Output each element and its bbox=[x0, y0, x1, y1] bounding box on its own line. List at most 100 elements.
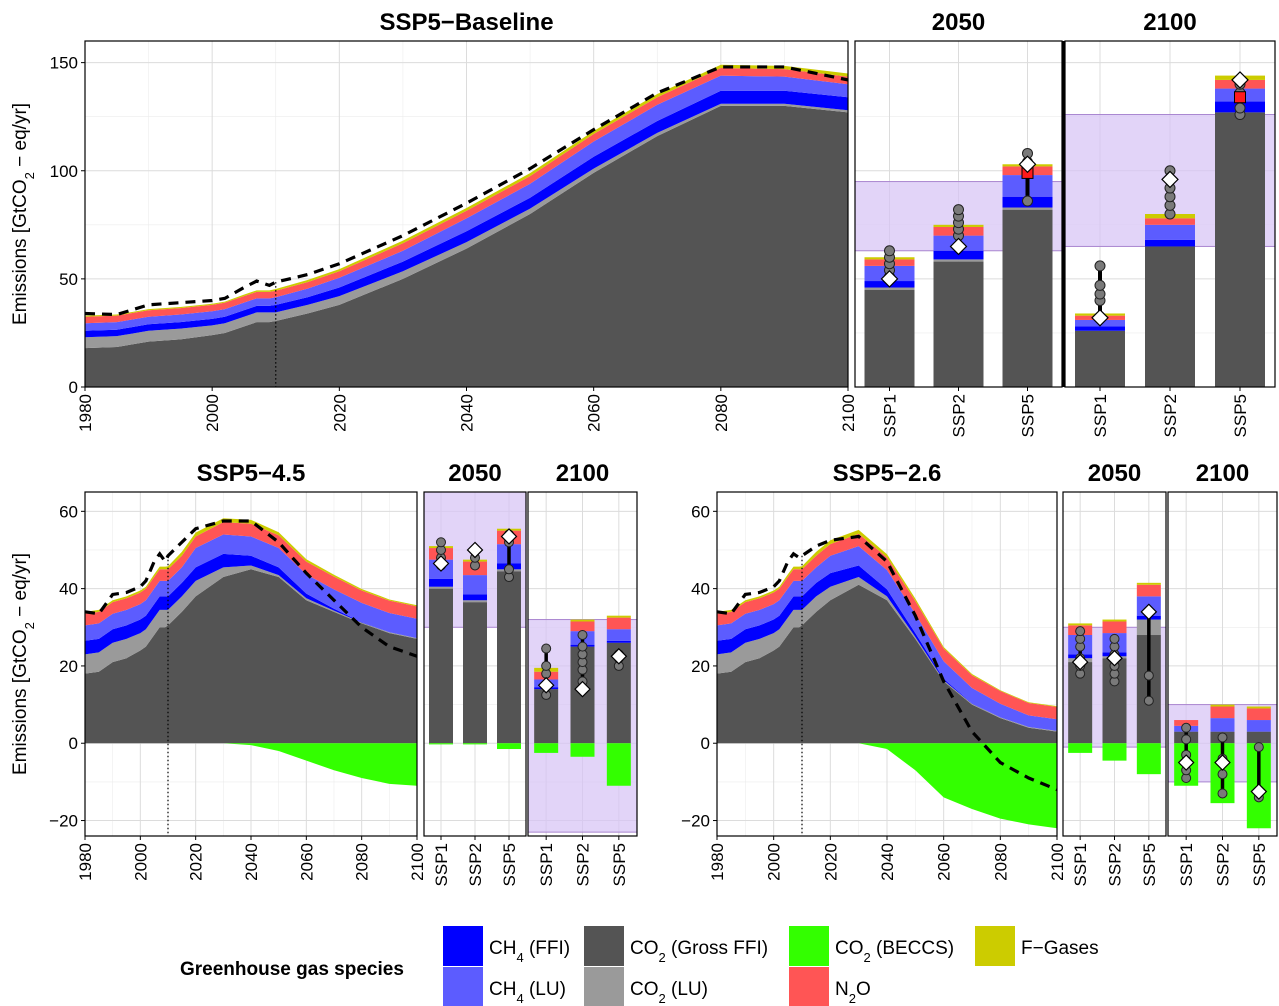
bar-segment-co2-gross bbox=[1002, 209, 1053, 387]
bar-segment-co2-beccs bbox=[570, 743, 595, 757]
bar-segment-co2-beccs bbox=[534, 743, 559, 753]
model-point bbox=[1234, 102, 1246, 114]
y-tick-label: 60 bbox=[691, 502, 710, 521]
x-tick-label: 2080 bbox=[353, 843, 372, 881]
y-axis-label-sub: 2 bbox=[22, 172, 37, 179]
bar-segment-co2-gross bbox=[497, 571, 521, 744]
bar-segment-ch4-ffi bbox=[1075, 326, 1125, 331]
bar-segment-n2o bbox=[1145, 218, 1195, 225]
bar-segment-fgas bbox=[1246, 706, 1271, 709]
bar-segment-fgas bbox=[1136, 582, 1161, 585]
y-tick-label: 60 bbox=[59, 502, 78, 521]
legend-label-end: O bbox=[856, 979, 871, 1000]
bar-segment-n2o bbox=[1102, 621, 1127, 634]
bar-segment-fgas bbox=[1068, 623, 1093, 626]
legend-label-end: (LU) bbox=[666, 979, 708, 1000]
bar-segment-co2-lu bbox=[429, 586, 453, 589]
bar-segment-fgas bbox=[1102, 619, 1127, 622]
legend-label-sub: 2 bbox=[849, 991, 856, 1006]
legend-swatch-fgas bbox=[975, 926, 1015, 966]
y-axis-label-end: − eq/yr] bbox=[10, 553, 31, 622]
legend-label: CO2 (Gross FFI) bbox=[630, 938, 768, 965]
model-point bbox=[1217, 788, 1228, 799]
marker-diamond bbox=[537, 676, 555, 694]
model-point bbox=[1094, 260, 1106, 272]
legend-label-main: CO bbox=[835, 938, 864, 959]
x-tick-label: SSP1 bbox=[881, 394, 900, 437]
legend-label: F−Gases bbox=[1021, 938, 1099, 959]
legend-swatch-co2-gross bbox=[584, 926, 624, 966]
x-tick-label: SSP5 bbox=[1019, 394, 1038, 437]
y-axis-label-sub: 2 bbox=[22, 622, 37, 629]
marker-diamond bbox=[1091, 308, 1109, 327]
legend-label-main: CO bbox=[630, 938, 659, 959]
x-tick-label: 1980 bbox=[708, 843, 727, 881]
facet-title: 2100 bbox=[556, 460, 609, 487]
total-emissions-line bbox=[84, 519, 418, 658]
bar-segment-co2-beccs bbox=[1102, 743, 1127, 761]
legend-label: CH4 (FFI) bbox=[489, 938, 570, 965]
facet-title: 2100 bbox=[1196, 460, 1249, 487]
x-tick-label: 2000 bbox=[765, 843, 784, 881]
marker-diamond bbox=[1140, 603, 1158, 621]
bar-segment-ch4-lu bbox=[1246, 720, 1271, 732]
legend-swatch-n2o bbox=[789, 967, 829, 1006]
y-tick-label: 0 bbox=[701, 734, 710, 753]
legend-label-end: (Gross FFI) bbox=[666, 938, 768, 959]
marker-diamond bbox=[1214, 754, 1231, 771]
bar-segment-ch4-lu bbox=[1210, 718, 1235, 732]
bar-segment-co2-gross bbox=[463, 602, 487, 744]
facet-title: 2100 bbox=[1143, 9, 1196, 36]
marker-square bbox=[1234, 91, 1246, 104]
model-point bbox=[884, 245, 895, 257]
x-tick-label: SSP1 bbox=[1177, 843, 1196, 886]
bar-segment-co2-beccs bbox=[606, 743, 631, 786]
model-point bbox=[1181, 722, 1192, 733]
x-tick-label: 2060 bbox=[585, 394, 604, 432]
legend-label-sub: 2 bbox=[659, 991, 666, 1006]
facet-title: 2050 bbox=[448, 460, 501, 487]
bar-facet-2050: SSP1 SSP2 SSP5 2050 bbox=[423, 460, 527, 886]
timeseries-facet: 0 50 100 150 1980 2000 2020 2040 2060 2080 2100 SSP… bbox=[50, 9, 858, 432]
y-tick-label: 40 bbox=[691, 580, 710, 599]
x-tick-label: SSP1 bbox=[1091, 394, 1110, 437]
x-tick-label: 2080 bbox=[712, 394, 731, 432]
x-tick-label: 2100 bbox=[408, 843, 427, 881]
y-tick-label: 100 bbox=[50, 162, 78, 181]
model-point bbox=[1181, 734, 1192, 745]
model-point bbox=[577, 641, 588, 652]
x-tick-label: SSP2 bbox=[1106, 843, 1125, 886]
x-tick-label: 2060 bbox=[297, 843, 316, 881]
bar-segment-co2-gross bbox=[1075, 330, 1125, 387]
x-tick-label: SSP5 bbox=[1140, 843, 1159, 886]
legend-label-main: CH bbox=[489, 979, 516, 1000]
x-tick-label: SSP2 bbox=[574, 843, 593, 886]
x-tick-label: 2100 bbox=[1048, 843, 1067, 881]
x-tick-label: SSP2 bbox=[466, 843, 485, 886]
y-axis-label: Emissions [GtCO2 − eq/yr] bbox=[10, 103, 37, 325]
bar-segment-co2-lu bbox=[864, 287, 915, 290]
bar-facet-2100: SSP1 SSP2 SSP5 2100 bbox=[527, 460, 638, 886]
bar-segment-ch4-ffi bbox=[429, 578, 453, 587]
y-axis-label: Emissions [GtCO2 − eq/yr] bbox=[10, 553, 37, 775]
x-tick-label: SSP2 bbox=[1214, 843, 1233, 886]
model-point bbox=[541, 643, 552, 654]
model-point bbox=[1253, 742, 1264, 753]
model-point bbox=[1143, 695, 1154, 706]
panel-title: SSP5−Baseline bbox=[379, 9, 553, 36]
x-tick-label: SSP1 bbox=[432, 843, 451, 886]
bar-segment-n2o bbox=[1136, 584, 1161, 597]
marker-diamond bbox=[610, 647, 628, 665]
area-co2-beccs bbox=[85, 743, 417, 786]
legend-label-sub: 2 bbox=[659, 950, 666, 965]
bar-segment-ch4-ffi bbox=[463, 594, 487, 601]
x-tick-label: SSP5 bbox=[1250, 843, 1269, 886]
x-tick-label: SSP2 bbox=[950, 394, 969, 437]
y-axis-label-main: Emissions [GtCO bbox=[10, 629, 31, 775]
marker-diamond bbox=[500, 528, 518, 545]
marker-diamond bbox=[574, 680, 591, 698]
x-tick-label: 2040 bbox=[458, 394, 477, 432]
bar-segment-fgas bbox=[606, 615, 631, 618]
